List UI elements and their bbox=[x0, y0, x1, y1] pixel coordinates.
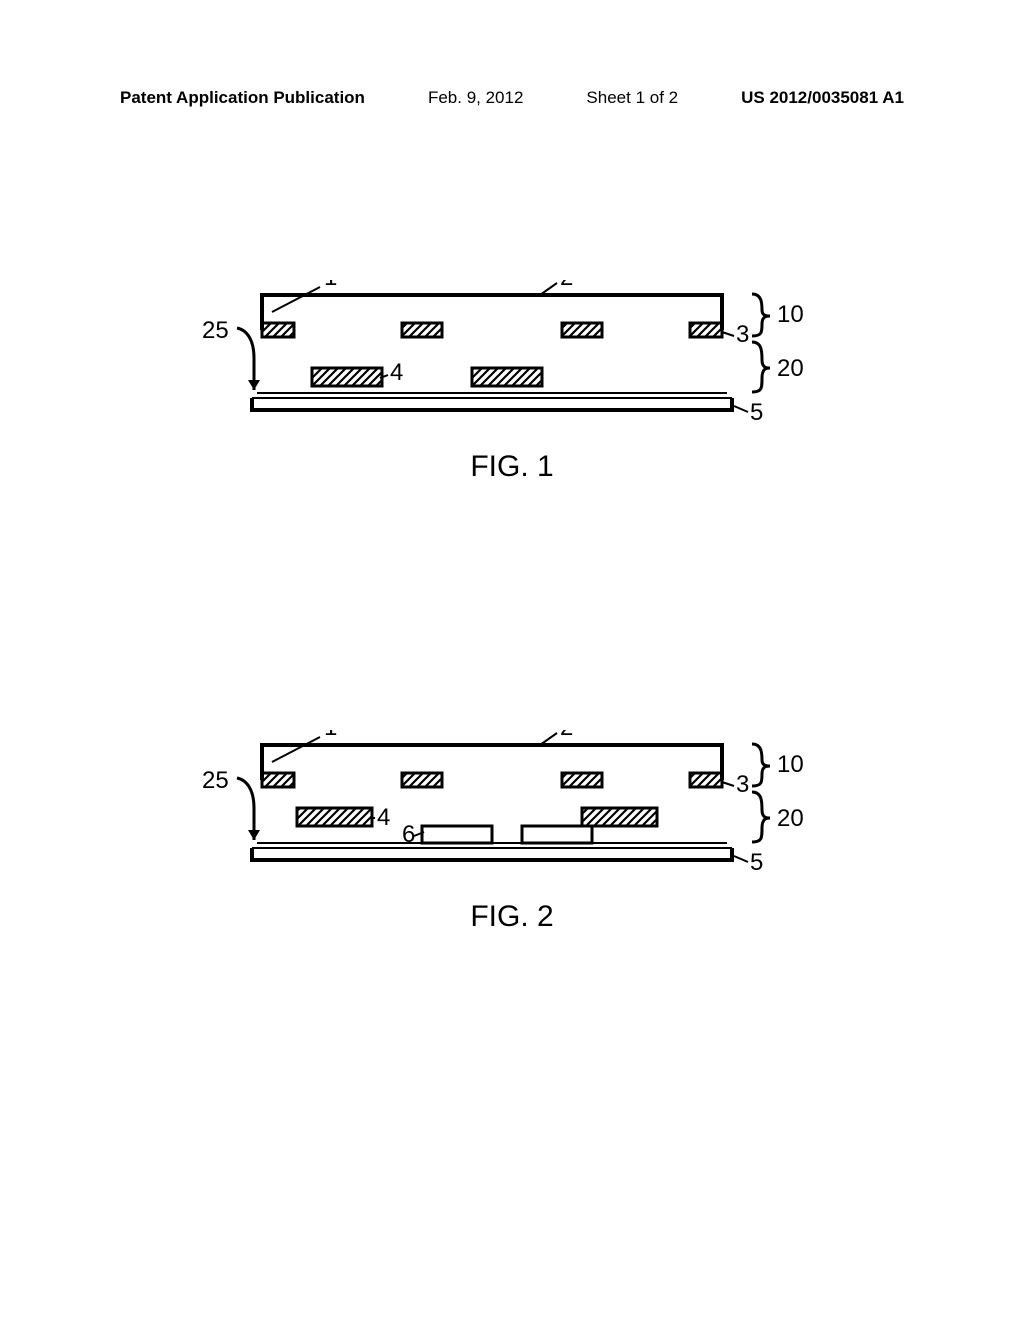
ref-3: 3 bbox=[736, 771, 749, 798]
publication-label: Patent Application Publication bbox=[120, 88, 365, 108]
ref-1: 1 bbox=[324, 280, 337, 291]
ref-10: 10 bbox=[777, 301, 804, 328]
ref-4: 4 bbox=[377, 804, 390, 831]
ref-20: 20 bbox=[777, 355, 804, 382]
figure-1: 1 2 25 3 4 5 10 20 FIG. 1 bbox=[162, 280, 862, 440]
ref-2: 2 bbox=[560, 730, 573, 741]
figure-2-caption: FIG. 2 bbox=[470, 900, 553, 934]
ref-25: 25 bbox=[202, 317, 229, 344]
publication-date: Feb. 9, 2012 bbox=[428, 88, 523, 108]
ref-5: 5 bbox=[750, 849, 763, 876]
ref-10: 10 bbox=[777, 751, 804, 778]
ref-4: 4 bbox=[390, 359, 403, 386]
ref-1: 1 bbox=[324, 730, 337, 741]
figure-2-svg: 1 2 25 3 4 6 5 10 20 bbox=[162, 730, 862, 890]
figure-1-caption: FIG. 1 bbox=[470, 450, 553, 484]
figure-2: 1 2 25 3 4 6 5 10 20 FIG. 2 bbox=[162, 730, 862, 890]
ref-20: 20 bbox=[777, 805, 804, 832]
page-header: Patent Application Publication Feb. 9, 2… bbox=[0, 88, 1024, 108]
ref-5: 5 bbox=[750, 399, 763, 426]
ref-6: 6 bbox=[402, 821, 415, 848]
publication-number: US 2012/0035081 A1 bbox=[741, 88, 904, 108]
sheet-indicator: Sheet 1 of 2 bbox=[586, 88, 678, 108]
ref-2: 2 bbox=[560, 280, 573, 291]
ref-25: 25 bbox=[202, 767, 229, 794]
figure-1-svg: 1 2 25 3 4 5 10 20 bbox=[162, 280, 862, 440]
ref-3: 3 bbox=[736, 321, 749, 348]
